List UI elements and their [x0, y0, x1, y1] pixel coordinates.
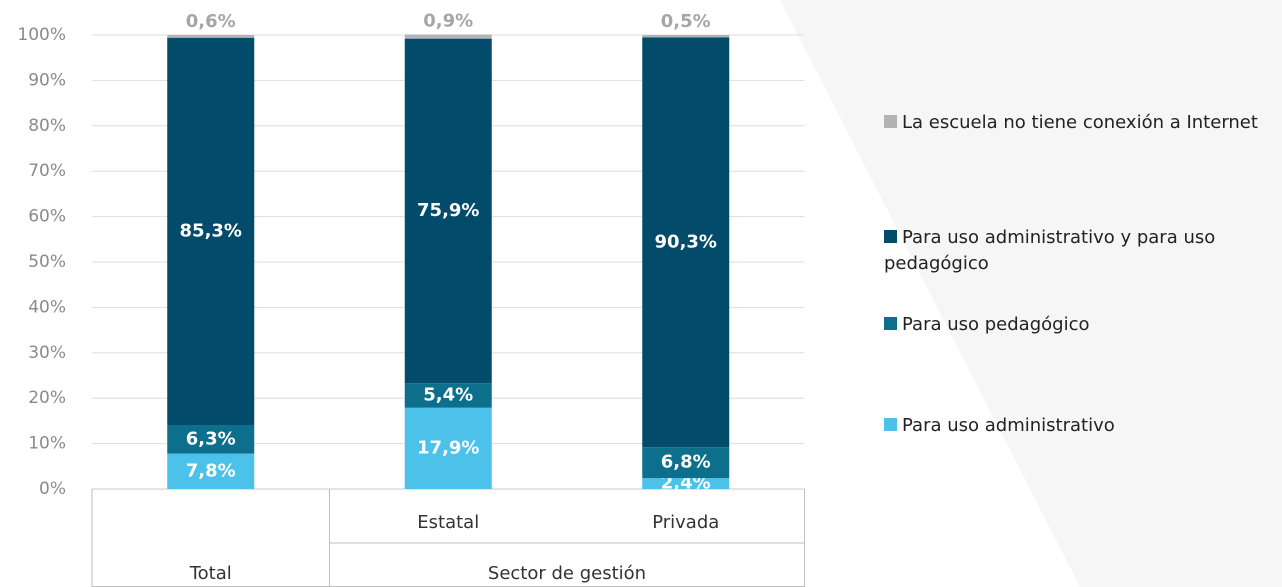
legend-swatch: [884, 230, 897, 243]
bar-segment: [167, 424, 255, 454]
legend-swatch: [884, 317, 897, 330]
legend-label: Para uso pedagógico: [902, 314, 1090, 335]
x-tick-label: Privada: [652, 512, 719, 533]
legend-item: Para uso administrativo: [884, 413, 1276, 439]
data-label: 17,9%: [417, 437, 479, 458]
data-label: 6,8%: [661, 452, 711, 473]
data-label: 5,4%: [423, 384, 473, 405]
x-tick-label: Estatal: [417, 512, 479, 533]
bar-segment: [404, 38, 492, 384]
y-tick-label: 80%: [28, 116, 66, 136]
background-shape: [780, 0, 1282, 587]
data-label: 0,6%: [186, 11, 236, 32]
data-label: 75,9%: [417, 200, 479, 221]
bar-segment: [404, 34, 492, 39]
y-tick-label: 50%: [28, 252, 66, 272]
bar-segment: [642, 37, 730, 448]
legend-label: Para uso administrativo y para uso pedag…: [884, 227, 1216, 274]
legend-label: Para uso administrativo: [902, 415, 1115, 436]
y-tick-label: 40%: [28, 297, 66, 317]
bar-segment: [167, 37, 255, 425]
data-label: 85,3%: [180, 220, 242, 241]
y-tick-label: 20%: [28, 388, 66, 408]
bar-segment: [642, 478, 730, 489]
y-tick-label: 90%: [28, 70, 66, 90]
legend-item: Para uso pedagógico: [884, 312, 1276, 338]
x-group-label: Sector de gestión: [488, 563, 646, 584]
y-tick-label: 30%: [28, 343, 66, 363]
y-tick-label: 0%: [39, 479, 66, 499]
legend-label: La escuela no tiene conexión a Internet: [902, 112, 1258, 133]
y-tick-label: 10%: [28, 434, 66, 454]
data-label: 6,3%: [186, 428, 236, 449]
y-tick-label: 70%: [28, 161, 66, 181]
legend-item: La escuela no tiene conexión a Internet: [884, 110, 1276, 136]
x-tick-label: Total: [189, 563, 232, 584]
bar-segment: [642, 35, 730, 38]
bar-segment: [167, 35, 255, 38]
y-tick-label: 100%: [17, 25, 66, 45]
data-label: 0,9%: [423, 11, 473, 32]
data-label: 90,3%: [655, 231, 717, 252]
bar-segment: [404, 407, 492, 489]
bar-segment: [642, 447, 730, 479]
legend-swatch: [884, 115, 897, 128]
y-tick-label: 60%: [28, 207, 66, 227]
legend-swatch: [884, 418, 897, 431]
data-label: 0,5%: [661, 11, 711, 32]
legend-item: Para uso administrativo y para uso pedag…: [884, 225, 1276, 277]
bar-segment: [404, 383, 492, 408]
data-label: 7,8%: [186, 460, 236, 481]
bar-segment: [167, 453, 255, 489]
